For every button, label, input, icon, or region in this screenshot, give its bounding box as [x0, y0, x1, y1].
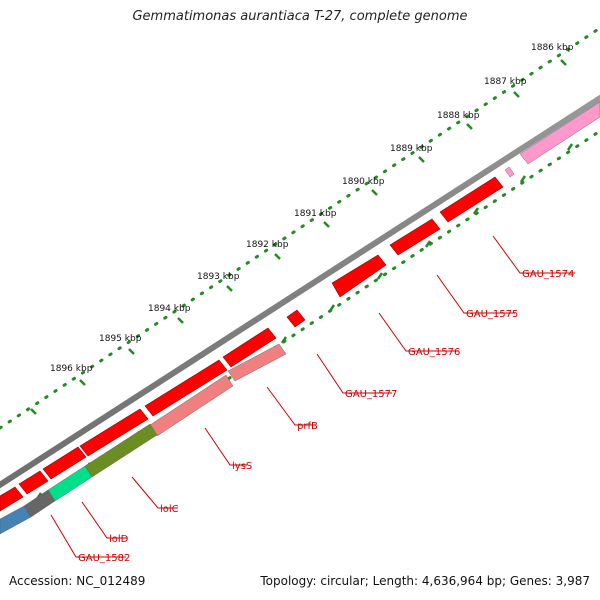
gene-label: GAU_1574 — [522, 269, 574, 280]
tick-label: 1888 kbp — [437, 111, 480, 121]
leader-gau-1577 — [316, 353, 392, 394]
tick-label: 1887 kbp — [484, 77, 527, 87]
gene-forward — [18, 470, 49, 495]
gene-forward — [79, 408, 149, 457]
tick-mark — [128, 348, 135, 355]
tick-mark — [274, 253, 281, 260]
map-title: Gemmatimonas aurantiaca T-27, complete g… — [132, 9, 468, 24]
tick-mark — [519, 175, 527, 183]
tick-label: 1889 kbp — [390, 144, 433, 154]
forward-strand-genes — [0, 176, 504, 512]
tick-mark — [226, 285, 233, 292]
tick-mark — [560, 59, 567, 66]
genome-summary-text: Topology: circular; Length: 4,636,964 bp… — [260, 574, 590, 588]
leader-gau-1576 — [378, 312, 458, 352]
tick-mark — [371, 189, 378, 196]
tick-mark — [466, 123, 473, 130]
tick-label: 1892 kbp — [246, 240, 289, 250]
genome-backbone — [0, 94, 600, 489]
gene-pink-small — [504, 166, 515, 178]
leader-gau-1582 — [50, 514, 126, 558]
gene-forward — [0, 486, 24, 512]
tick-label: 1895 kbp — [99, 334, 142, 344]
gene-gau-1574 — [439, 176, 504, 223]
tick-mark — [79, 379, 86, 386]
tick-mark — [376, 272, 384, 280]
tick-mark — [30, 408, 37, 415]
gene-forward — [42, 446, 87, 480]
tick-label: 1893 kbp — [197, 272, 240, 282]
tick-mark — [280, 336, 288, 344]
leader-lolc — [131, 476, 178, 509]
gene-labels: GAU_1574 GAU_1575 GAU_1576 GAU_1577 prfB… — [78, 269, 574, 564]
tick-mark — [472, 207, 480, 215]
tick-label: 1890 kbp — [342, 177, 385, 187]
tick-mark — [513, 91, 520, 98]
gene-forward — [222, 327, 277, 368]
gene-label: GAU_1575 — [466, 309, 518, 320]
gene-steelblue — [0, 505, 32, 535]
leader-gau-1574 — [492, 235, 575, 274]
tick-label: 1886 kbp — [531, 43, 574, 53]
tick-label: 1891 kbp — [294, 209, 337, 219]
leader-prfb — [266, 386, 316, 426]
gene-forward — [144, 359, 228, 417]
gene-label: prfB — [297, 421, 318, 432]
callout-lines — [50, 235, 575, 558]
gene-pink — [519, 101, 600, 165]
leader-lold — [81, 501, 127, 539]
tick-mark — [418, 156, 425, 163]
reverse-strand-genes — [0, 101, 600, 535]
kbp-labels: 1886 kbp 1887 kbp 1888 kbp 1889 kbp 1890… — [50, 43, 574, 374]
gene-label: GAU_1582 — [78, 553, 130, 564]
gene-gau-1575 — [389, 218, 441, 256]
tick-mark — [323, 221, 330, 228]
gene-prfb — [227, 343, 287, 382]
gene-label: lolC — [160, 504, 179, 515]
tick-mark — [177, 317, 184, 324]
leader-gau-1575 — [436, 274, 515, 314]
accession-text: Accession: NC_012489 — [9, 574, 146, 588]
outer-major-ticks — [30, 59, 567, 415]
gene-gau-1577 — [286, 309, 306, 328]
outer-dotted-ring — [0, 26, 600, 430]
gene-label: lolD — [109, 534, 129, 545]
tick-mark — [424, 240, 432, 248]
gene-label: GAU_1577 — [345, 389, 397, 400]
gene-gau-1576 — [331, 254, 387, 298]
tick-mark — [566, 143, 574, 151]
tick-label: 1894 kbp — [148, 304, 191, 314]
leader-lyss — [204, 427, 247, 466]
gene-label: lysS — [232, 461, 252, 472]
tick-label: 1896 kbp — [50, 364, 93, 374]
tick-mark — [328, 304, 336, 312]
gene-label: GAU_1576 — [408, 347, 460, 358]
